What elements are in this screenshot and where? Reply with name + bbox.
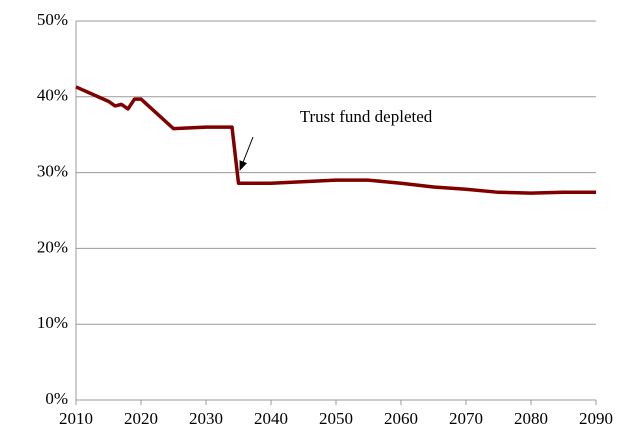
x-tick-label: 2020 — [124, 409, 158, 428]
y-tick-label: 30% — [37, 162, 68, 181]
annotation: Trust fund depleted — [300, 107, 433, 126]
y-tick-label: 50% — [37, 10, 68, 29]
data-line — [75, 85, 596, 195]
x-tick-label: 2060 — [384, 409, 418, 428]
x-tick-label: 2090 — [579, 409, 613, 428]
annotation-arrow — [239, 136, 254, 171]
x-tick-label: 2070 — [449, 409, 483, 428]
x-tick-label: 2030 — [189, 409, 223, 428]
y-tick-label: 10% — [37, 313, 68, 332]
x-tick-label: 2010 — [59, 409, 93, 428]
y-tick-label: 0% — [45, 389, 68, 408]
x-tick-label: 2050 — [319, 409, 353, 428]
x-tick-label: 2080 — [514, 409, 548, 428]
x-tick-label: 2040 — [254, 409, 288, 428]
y-tick-label: 20% — [37, 237, 68, 256]
y-tick-label: 40% — [37, 86, 68, 105]
